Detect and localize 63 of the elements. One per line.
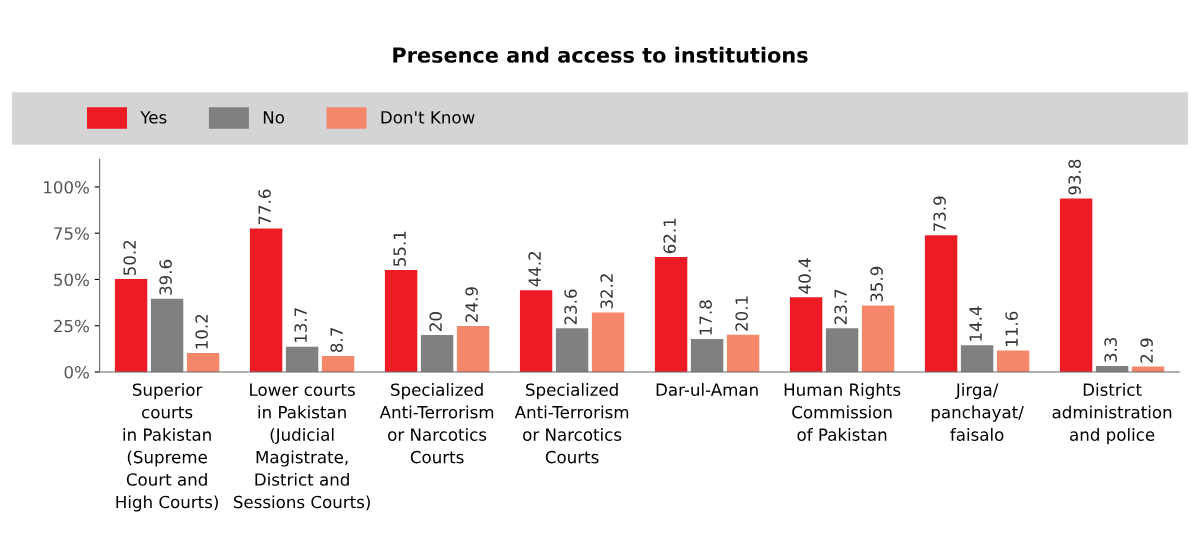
data-label: 2.9 [1140,338,1153,363]
legend-label: Yes [140,111,167,124]
legend-label: Don't Know [381,111,475,124]
chart-title: Presence and access to institutions [393,46,808,63]
bar [960,345,994,372]
data-label: 13.7 [294,308,307,343]
x-tick-label: Jirga/ panchayat/ faisalo [931,383,1024,441]
bar [384,270,418,372]
data-label: 14.4 [969,306,982,341]
legend-label: No [263,111,284,124]
x-tick-label: Superior courts in Pakistan (Supreme Court and High Courts) [116,383,218,512]
data-label: 20 [429,312,442,331]
bar [321,355,355,372]
bar [726,334,760,372]
y-tick-label: 0% [64,365,89,379]
bar [456,325,490,372]
data-label: 35.9 [870,266,883,302]
y-tick-label: 50% [54,273,89,287]
data-label: 24.9 [465,287,478,322]
bar [150,298,184,372]
x-tick-label: Lower courts in Pakistan (Judicial Magistrate, District and Sessions Courts) [233,383,370,511]
bar [285,346,319,372]
data-label: 32.2 [600,274,613,309]
data-label: 62.1 [663,218,676,254]
data-label: 20.1 [735,296,748,331]
data-label: 8.7 [330,328,343,352]
data-label: 23.7 [834,289,847,325]
bar [690,339,724,372]
data-label: 23.6 [564,289,577,325]
x-tick-label: District administration and police [1052,383,1172,445]
bar [519,290,553,372]
data-label: 10.2 [195,314,208,349]
bar [924,235,958,372]
data-label: 55.1 [393,231,406,266]
bar [420,334,454,372]
data-label: 44.2 [528,251,541,287]
data-label: 77.6 [258,189,271,225]
data-label: 3.3 [1104,337,1117,362]
data-label: 93.8 [1068,159,1081,195]
data-label: 11.6 [1005,311,1018,346]
bar [996,350,1030,372]
bar [114,279,148,372]
x-tick-label: Specialized Anti-Terrorism or Narcotics Courts [379,383,494,464]
bar [825,328,859,372]
y-tick-label: 100% [44,180,89,194]
bar [861,305,895,372]
data-label: 17.8 [699,300,712,335]
bar [789,297,823,372]
bar [249,228,283,372]
bar [654,257,688,372]
x-tick-label: Human Rights Commission of Pakistan [784,383,901,441]
bar [555,328,589,372]
x-tick-label: Dar-ul-Aman [656,383,758,396]
data-label: 39.6 [159,259,172,295]
data-label: 40.4 [798,258,811,294]
y-tick-label: 75% [54,227,89,240]
bar [186,353,220,372]
data-label: 50.2 [123,240,136,276]
data-label: 73.9 [933,196,946,232]
x-tick-label: Specialized Anti-Terrorism or Narcotics Courts [514,383,629,464]
bar [591,312,625,372]
y-tick-label: 25% [54,319,89,333]
bar [1059,198,1093,372]
